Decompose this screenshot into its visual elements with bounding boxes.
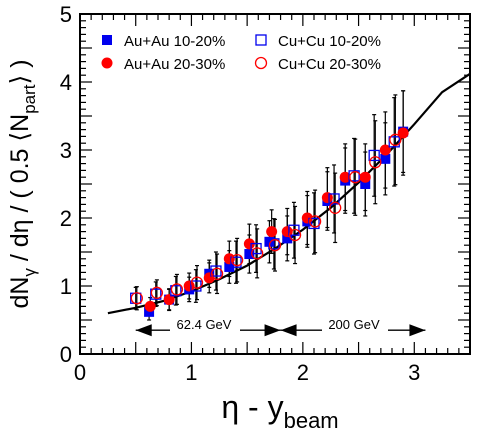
data-point [150,286,164,299]
data-point [308,217,320,230]
legend-marker [255,34,267,46]
data-point [144,300,156,312]
data-point [388,136,400,148]
y-axis-title-post: ⟩ ) [6,59,34,84]
data-point [282,233,293,244]
legend-label: Cu+Cu 10-20% [278,33,381,50]
legend-marker [254,56,268,70]
data-point [224,261,235,272]
y-axis-title-pre: dN [6,277,34,309]
y-tick-label: 5 [60,2,72,27]
x-axis-title-sub: beam [284,408,339,433]
data-point [379,144,391,156]
data-point [321,192,333,204]
band-62-arrow-left [135,324,152,337]
x-axis-title: η - ybeam [221,389,338,433]
data-point [348,170,360,182]
data-point [349,171,362,184]
energy-bands: 62.4 GeV 200 GeV [135,317,426,337]
legend: Au+Au 10-20% Au+Au 20-30% Cu+Cu 10-20% Cu+C… [101,33,381,73]
data-point [251,247,264,260]
data-point [328,193,340,205]
data-point [223,253,235,265]
data-point [389,133,402,146]
data-point [380,153,391,164]
tick-labels: 0 1 2 3 0 1 2 3 4 5 [60,2,421,385]
y-tick-label: 2 [60,206,72,231]
data-point [266,226,278,238]
data-point [268,238,280,250]
x-tick-label: 3 [408,360,420,385]
fit-curve-group [107,72,471,315]
data-point [243,238,255,250]
band-label-200: 200 GeV [328,317,380,332]
band-200-arrow-left [280,324,297,337]
data-point [144,306,155,317]
data-point [150,288,162,300]
data-point [360,179,371,189]
y-tick-label: 0 [60,342,72,367]
x-tick-label: 1 [185,360,197,385]
band-62-arrow-right [264,324,281,337]
x-tick-label: 0 [74,360,86,385]
data-point [329,201,342,214]
data-point [397,127,409,139]
legend-label: Cu+Cu 20-30% [278,56,381,73]
data-point [268,239,282,252]
y-axis-title: dNγ / dη / ( 0.5 ⟨Npart⟩ ) [6,59,39,308]
data-point [170,285,182,297]
data-point [163,294,175,306]
legend-marker [102,35,112,45]
legend-label: Au+Au 20-30% [124,56,225,73]
data-point [210,267,224,280]
data-point [308,215,322,228]
data-point [244,249,255,260]
y-axis-title-sub1: γ [20,268,39,277]
y-tick-label: 1 [60,274,72,299]
data-point [368,149,380,162]
data-point [339,171,351,183]
x-axis-title-main: η - y [221,389,283,425]
y-axis-title-mid: / dη / ( 0.5 ⟨N [6,114,34,268]
legend-label: Au+Au 10-20% [124,33,225,50]
legend-marker [101,57,113,69]
data-markers [130,126,409,317]
y-tick-label: 3 [60,138,72,163]
y-tick-label: 4 [60,70,72,95]
y-axis-title-sub2: part [20,84,39,114]
data-point [288,228,302,242]
data-point [230,256,242,268]
data-point [170,283,184,296]
data-point [210,265,222,277]
data-point [230,254,244,267]
band-label-62: 62.4 GeV [177,317,232,332]
tick-marks [79,13,471,355]
data-point [359,171,371,183]
data-point [130,292,143,305]
data-point [190,276,204,289]
data-point [369,156,382,169]
x-tick-label: 2 [297,360,309,385]
band-200-arrow-right [409,324,426,337]
fit-curve [107,72,471,315]
